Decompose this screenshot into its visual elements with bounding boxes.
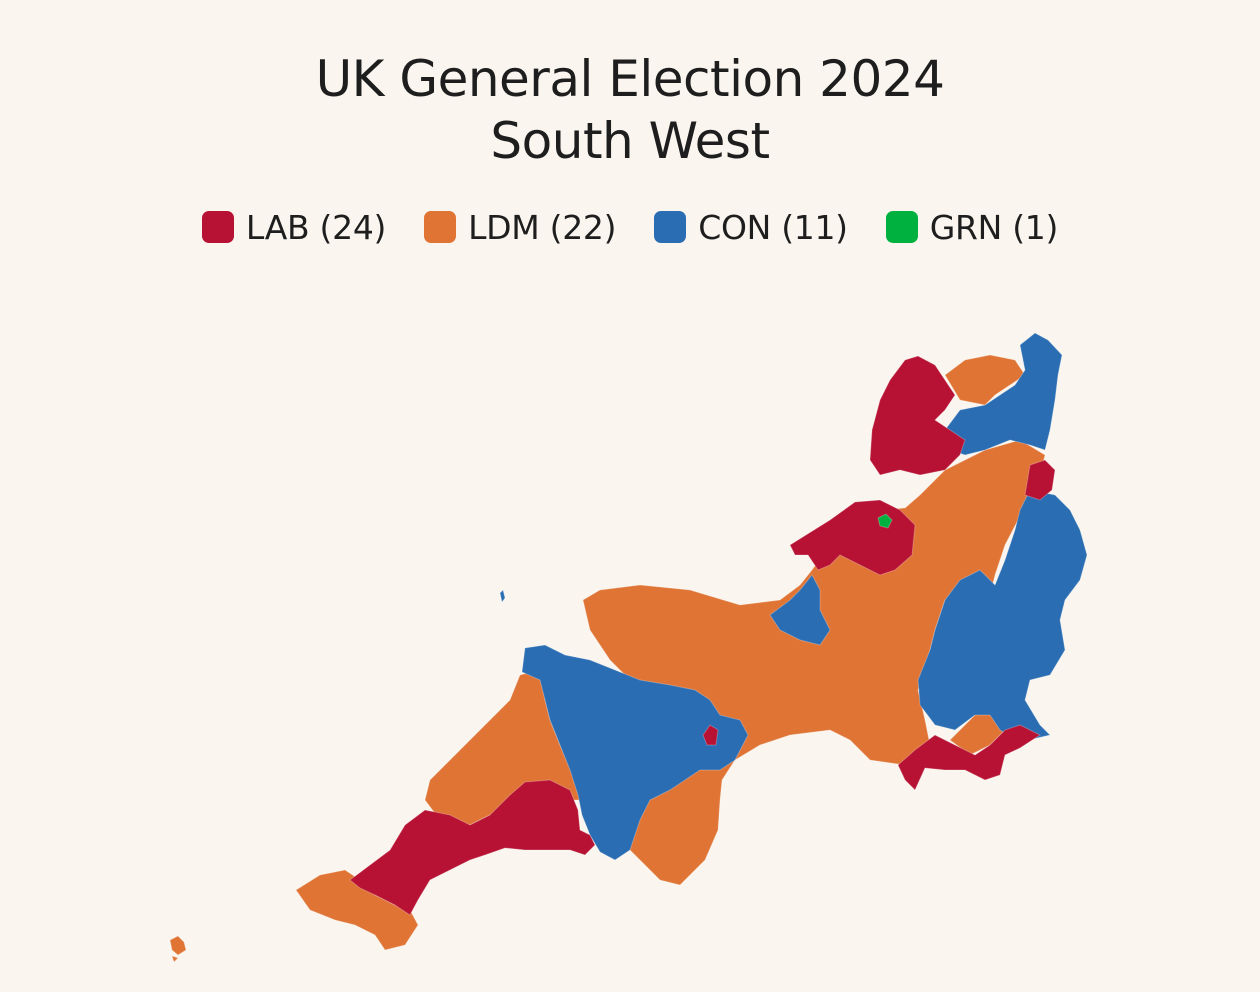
legend-item-lab[interactable]: LAB (24) [201,207,387,247]
region-con-devon[interactable] [521,644,749,861]
region-ldm-scilly[interactable] [169,935,187,963]
legend-item-con[interactable]: CON (11) [654,208,848,247]
region-lab-swindon[interactable] [1024,459,1056,501]
map-subtitle: South West [490,112,770,170]
legend-swatch-ldm [424,211,457,243]
region-lab-gloucester[interactable] [869,355,966,476]
legend-swatch-lab [201,211,234,243]
region-lab-exeter[interactable] [702,724,719,746]
legend-label-con: CON (11) [698,207,848,247]
region-lab-plymouth-cornwall[interactable] [349,779,596,916]
legend-label-grn: GRN (1) [929,207,1059,247]
region-con-wilts-dorset[interactable] [917,489,1088,743]
region-con-somerset[interactable] [769,574,831,646]
legend-label-lab: LAB (24) [245,207,387,247]
legend: LAB (24) LDM (22) CON (11) GRN (1) [0,205,1260,249]
legend-swatch-con [654,211,687,243]
legend-label-ldm: LDM (22) [468,207,617,247]
region-ldm-west-cornwall[interactable] [295,869,419,951]
region-con-lundy[interactable] [499,589,506,604]
region-grn-bristol-central[interactable] [877,513,893,529]
legend-item-grn[interactable]: GRN (1) [885,207,1059,247]
region-lab-dorset-coast[interactable] [897,724,1042,791]
legend-item-ldm[interactable]: LDM (22) [424,207,617,247]
region-con-north[interactable] [944,332,1063,456]
region-ldm-north[interactable] [944,354,1026,406]
map-title: UK General Election 2024 [315,50,945,108]
legend-swatch-grn [885,211,918,243]
